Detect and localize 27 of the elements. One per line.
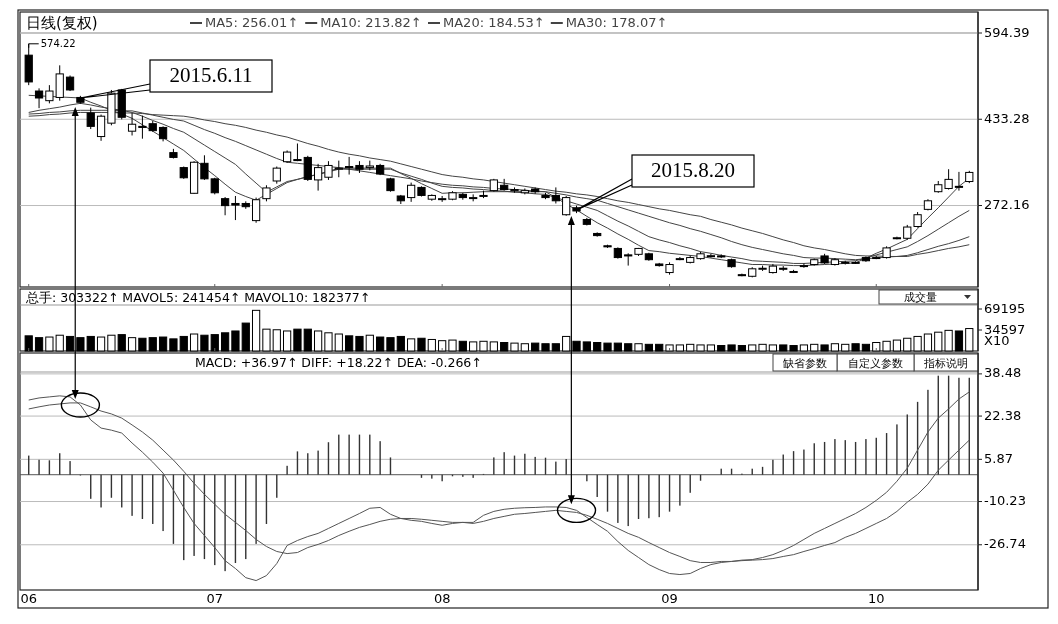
- y-tick-label: 594.39: [984, 24, 1030, 40]
- y-tick-label: 272.16: [984, 197, 1030, 213]
- legend-label: MA5: 256.01↑: [205, 15, 299, 30]
- x-tick-label: 10: [867, 591, 885, 606]
- x-tick-label: 07: [206, 591, 224, 606]
- chart-title: 日线(复权): [26, 14, 98, 32]
- y-tick-label: 433.28: [984, 110, 1030, 126]
- x-tick-label: 06: [20, 591, 37, 606]
- y-tick-label: -26.74: [984, 536, 1026, 552]
- annotation: 2015.6.11: [169, 62, 253, 87]
- chart-title: MACD: +36.97↑ DIFF: +18.22↑ DEA: -0.266↑: [195, 355, 482, 370]
- y-tick-label: -10.23: [984, 493, 1026, 509]
- legend-label: MA30: 178.07↑: [565, 15, 668, 30]
- text: 成交量: [904, 291, 937, 304]
- annotation: 2015.8.20: [651, 157, 735, 182]
- legend-label: MA20: 184.53↑: [443, 15, 545, 30]
- x-tick-label: 09: [661, 591, 678, 606]
- text: 自定义参数: [848, 356, 903, 370]
- x-tick-label: 08: [433, 591, 451, 606]
- legend-label: MA10: 213.82↑: [320, 15, 422, 30]
- y-tick-label: 38.48: [984, 365, 1022, 381]
- y-tick-label: 22.38: [984, 407, 1022, 423]
- y-tick-label: 5.87: [984, 450, 1013, 466]
- text: 指标说明: [923, 356, 968, 370]
- text: 缺省参数: [783, 356, 827, 370]
- y-tick-label: 69195: [984, 300, 1026, 316]
- annotation: 574.22: [40, 37, 76, 49]
